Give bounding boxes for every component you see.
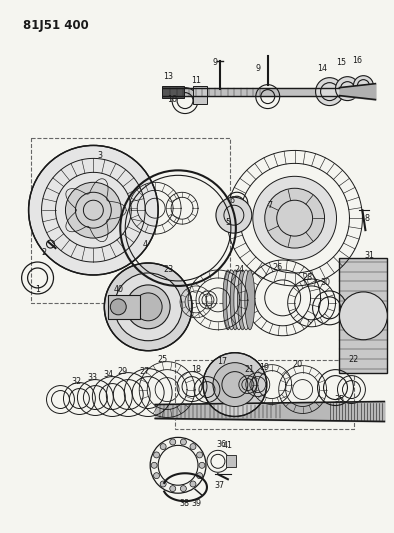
Text: 11: 11	[191, 76, 201, 85]
Text: 18: 18	[191, 365, 201, 374]
Circle shape	[134, 293, 162, 321]
Bar	[193, 86, 207, 103]
Circle shape	[170, 439, 176, 445]
Text: 27: 27	[139, 367, 149, 376]
Circle shape	[104, 263, 192, 351]
Ellipse shape	[230, 270, 240, 330]
Text: 6: 6	[229, 196, 234, 205]
Text: 10: 10	[167, 95, 177, 104]
Circle shape	[213, 362, 257, 407]
Text: 33: 33	[87, 373, 97, 382]
Circle shape	[253, 176, 336, 260]
Circle shape	[180, 439, 186, 445]
Text: 28: 28	[303, 273, 313, 282]
Circle shape	[29, 146, 158, 275]
Circle shape	[190, 481, 196, 487]
Bar	[162, 86, 184, 98]
Circle shape	[197, 452, 203, 458]
Text: 5: 5	[225, 217, 230, 227]
Text: 32: 32	[71, 377, 82, 386]
Ellipse shape	[245, 270, 255, 330]
Text: 39: 39	[191, 499, 201, 507]
Text: 8: 8	[365, 214, 370, 223]
Bar	[226, 455, 236, 467]
Text: 34: 34	[103, 370, 113, 379]
Circle shape	[199, 462, 205, 469]
Text: 40: 40	[113, 285, 123, 294]
Text: 41: 41	[223, 441, 233, 450]
Text: 19: 19	[259, 363, 269, 372]
Circle shape	[65, 182, 121, 238]
Circle shape	[151, 462, 157, 469]
Text: 30: 30	[321, 278, 331, 287]
Text: 26: 26	[273, 263, 283, 272]
Circle shape	[197, 473, 203, 479]
Circle shape	[336, 77, 359, 101]
Circle shape	[160, 443, 166, 450]
Text: 3: 3	[98, 151, 103, 160]
Text: 9: 9	[212, 58, 217, 67]
Text: 16: 16	[352, 56, 362, 65]
Text: 4: 4	[143, 239, 148, 248]
Ellipse shape	[238, 270, 247, 330]
Ellipse shape	[234, 270, 244, 330]
Text: 25: 25	[157, 355, 167, 364]
Text: 21: 21	[245, 365, 255, 374]
Text: 14: 14	[318, 64, 327, 73]
Text: 31: 31	[364, 251, 374, 260]
Text: 1: 1	[35, 285, 40, 294]
Ellipse shape	[241, 270, 251, 330]
Circle shape	[154, 452, 160, 458]
Ellipse shape	[227, 270, 236, 330]
Text: 15: 15	[336, 58, 347, 67]
Text: 9: 9	[255, 64, 260, 73]
Circle shape	[340, 292, 387, 340]
Circle shape	[180, 486, 186, 491]
Circle shape	[114, 273, 182, 341]
Text: 36: 36	[217, 440, 227, 449]
Text: 24: 24	[235, 265, 245, 274]
Text: 29: 29	[117, 367, 127, 376]
Ellipse shape	[223, 270, 233, 330]
Circle shape	[190, 443, 196, 450]
Circle shape	[154, 473, 160, 479]
Text: 20: 20	[293, 360, 303, 369]
Text: 23: 23	[163, 265, 173, 274]
Text: 7: 7	[267, 201, 272, 209]
Bar	[340, 258, 387, 373]
Circle shape	[353, 76, 374, 95]
Circle shape	[160, 481, 166, 487]
Circle shape	[216, 197, 252, 233]
Circle shape	[203, 353, 267, 416]
Text: 81J51 400: 81J51 400	[22, 19, 88, 32]
Text: 22: 22	[348, 355, 359, 364]
Bar	[175, 360, 355, 430]
Bar	[31, 139, 230, 303]
Text: 13: 13	[163, 72, 173, 81]
Text: 37: 37	[215, 481, 225, 490]
Circle shape	[265, 188, 325, 248]
Text: 2: 2	[41, 247, 46, 256]
Circle shape	[110, 299, 126, 315]
Circle shape	[126, 285, 170, 329]
Text: 35: 35	[335, 395, 345, 404]
Circle shape	[316, 78, 344, 106]
Text: 17: 17	[217, 357, 227, 366]
Text: 38: 38	[179, 499, 189, 507]
Circle shape	[170, 486, 176, 491]
Bar	[108, 295, 140, 319]
